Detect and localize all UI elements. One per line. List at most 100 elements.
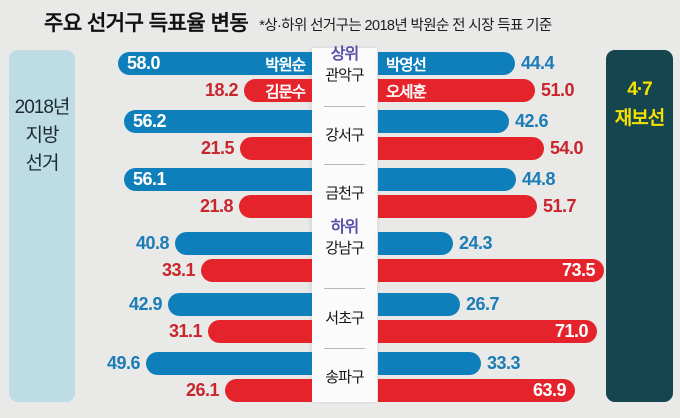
bar-seocho-right-blue — [378, 293, 460, 316]
bar-row-gwanak-right-red: 오세훈 51.0 — [378, 79, 575, 102]
bar-value-outside: 21.8 — [199, 196, 234, 216]
bar-geumcheon-left-red — [239, 195, 312, 218]
bar-row-gwanak-right-blue: 박영선 44.4 — [378, 52, 555, 75]
bar-value-outside: 33.1 — [161, 260, 196, 280]
era-box-byelection: 4·7 재보선 — [606, 50, 673, 402]
bar-value-outside: 18.2 — [204, 80, 239, 100]
tier-label-bottom: 하위 — [330, 219, 359, 236]
bar-value-outside: 51.0 — [541, 80, 575, 100]
district-label-seocho: 서초구 — [325, 310, 364, 327]
bar-seocho-right-red: 71.0 — [378, 320, 597, 343]
bar-value-outside: 44.8 — [522, 169, 556, 189]
bar-row-gangseo-left-red: 21.5 — [201, 137, 312, 160]
bar-gangnam-right-blue — [378, 232, 453, 255]
tier-label-top: 상위 — [330, 46, 359, 63]
chart-title: 주요 선거구 득표율 변동 — [44, 12, 249, 35]
bar-row-geumcheon-left-red: 21.8 — [200, 195, 312, 218]
bar-row-seocho-right-red: 71.0 — [378, 320, 597, 343]
bar-gangseo-left-blue: 56.2 — [124, 110, 312, 133]
bar-value-outside: 33.3 — [487, 353, 521, 373]
district-divider — [324, 288, 365, 289]
bar-geumcheon-right-blue — [378, 168, 516, 191]
district-label-songpa: 송파구 — [325, 369, 364, 386]
bar-row-gangnam-left-blue: 40.8 — [136, 232, 312, 255]
district-label-gangseo: 강서구 — [325, 127, 364, 144]
bar-value-inside: 73.5 — [561, 260, 596, 280]
bar-songpa-left-blue — [146, 352, 312, 375]
bar-value-inside: 71.0 — [554, 321, 589, 341]
bar-value-outside: 49.6 — [106, 353, 141, 373]
bar-row-songpa-right-red: 63.9 — [378, 379, 575, 402]
bar-row-gwanak-left-blue: 58.0 박원순 — [118, 52, 312, 75]
bar-row-gwanak-left-red: 18.2 김문수 — [205, 79, 312, 102]
bar-row-geumcheon-right-red: 51.7 — [378, 195, 577, 218]
era-2018-line-3: 선거 — [25, 153, 60, 174]
district-divider — [324, 164, 365, 165]
bar-value-inside: 56.1 — [133, 169, 167, 189]
bar-row-gangseo-right-red: 54.0 — [378, 137, 584, 160]
title-bar: 주요 선거구 득표율 변동 *상·하위 선거구는 2018년 박원순 전 시장 득… — [44, 7, 552, 37]
candidate-name-label: 김문수 — [265, 83, 306, 101]
bar-value-inside: 63.9 — [532, 380, 567, 400]
bar-gwanak-left-red: 김문수 — [244, 79, 312, 102]
district-label-column — [312, 48, 377, 402]
bar-songpa-left-red — [225, 379, 312, 402]
era-byelection-line-1: 4·7 — [627, 79, 652, 100]
bar-value-inside: 56.2 — [133, 111, 167, 131]
bar-row-gangseo-left-blue: 56.2 — [124, 110, 312, 133]
bar-value-outside: 26.7 — [466, 294, 500, 314]
bar-value-outside: 40.8 — [135, 233, 170, 253]
era-box-2018: 2018년 지방 선거 — [9, 50, 75, 402]
bar-value-outside: 24.3 — [459, 233, 493, 253]
bar-value-outside: 21.5 — [200, 138, 235, 158]
bar-gwanak-right-red: 오세훈 — [378, 79, 535, 102]
bar-songpa-right-blue — [378, 352, 481, 375]
bar-songpa-right-red: 63.9 — [378, 379, 575, 402]
bar-gwanak-right-blue: 박영선 — [378, 52, 515, 75]
bar-row-songpa-left-blue: 49.6 — [107, 352, 312, 375]
bar-row-gangnam-right-red: 73.5 — [378, 259, 604, 282]
bar-row-seocho-right-blue: 26.7 — [378, 293, 500, 316]
bar-value-outside: 26.1 — [185, 380, 220, 400]
bar-value-outside: 42.9 — [128, 294, 163, 314]
bar-row-songpa-left-red: 26.1 — [186, 379, 312, 402]
candidate-name-label: 박영선 — [386, 56, 427, 74]
bar-value-outside: 44.4 — [521, 53, 555, 73]
bar-gangseo-right-red — [378, 137, 544, 160]
bar-gangnam-right-red: 73.5 — [378, 259, 604, 282]
bar-geumcheon-right-red — [378, 195, 537, 218]
bar-row-seocho-left-red: 31.1 — [169, 320, 312, 343]
bar-gwanak-left-blue: 58.0 박원순 — [118, 52, 312, 75]
bar-gangseo-left-red — [240, 137, 312, 160]
bar-gangseo-right-blue — [378, 110, 509, 133]
district-label-gangnam: 강남구 — [325, 240, 364, 257]
bar-seocho-left-red — [208, 320, 312, 343]
bar-gangnam-left-blue — [175, 232, 312, 255]
bar-row-songpa-right-blue: 33.3 — [378, 352, 521, 375]
candidate-name-label: 오세훈 — [386, 83, 427, 101]
district-divider — [324, 348, 365, 349]
bar-value-outside: 31.1 — [168, 321, 203, 341]
candidate-name-label: 박원순 — [265, 56, 306, 74]
bar-value-outside: 54.0 — [550, 138, 584, 158]
bar-seocho-left-blue — [168, 293, 312, 316]
era-2018-line-1: 2018년 — [14, 97, 71, 118]
bar-row-geumcheon-left-blue: 56.1 — [124, 168, 312, 191]
bar-row-gangnam-right-blue: 24.3 — [378, 232, 493, 255]
bar-value-outside: 51.7 — [543, 196, 577, 216]
bar-value-inside: 58.0 — [127, 53, 161, 73]
era-byelection-line-2: 재보선 — [614, 108, 665, 129]
district-label-geumcheon: 금천구 — [325, 185, 364, 202]
era-2018-line-2: 지방 — [25, 125, 60, 146]
bar-value-outside: 42.6 — [515, 111, 549, 131]
district-divider — [324, 106, 365, 107]
bar-row-gangseo-right-blue: 42.6 — [378, 110, 549, 133]
district-label-gwanak: 관악구 — [325, 67, 364, 84]
bar-row-gangnam-left-red: 33.1 — [162, 259, 312, 282]
bar-row-seocho-left-blue: 42.9 — [129, 293, 312, 316]
bar-gangnam-left-red — [201, 259, 312, 282]
bar-row-geumcheon-right-blue: 44.8 — [378, 168, 556, 191]
chart-subtitle: *상·하위 선거구는 2018년 박원순 전 시장 득표 기준 — [259, 18, 552, 34]
bar-geumcheon-left-blue: 56.1 — [124, 168, 312, 191]
